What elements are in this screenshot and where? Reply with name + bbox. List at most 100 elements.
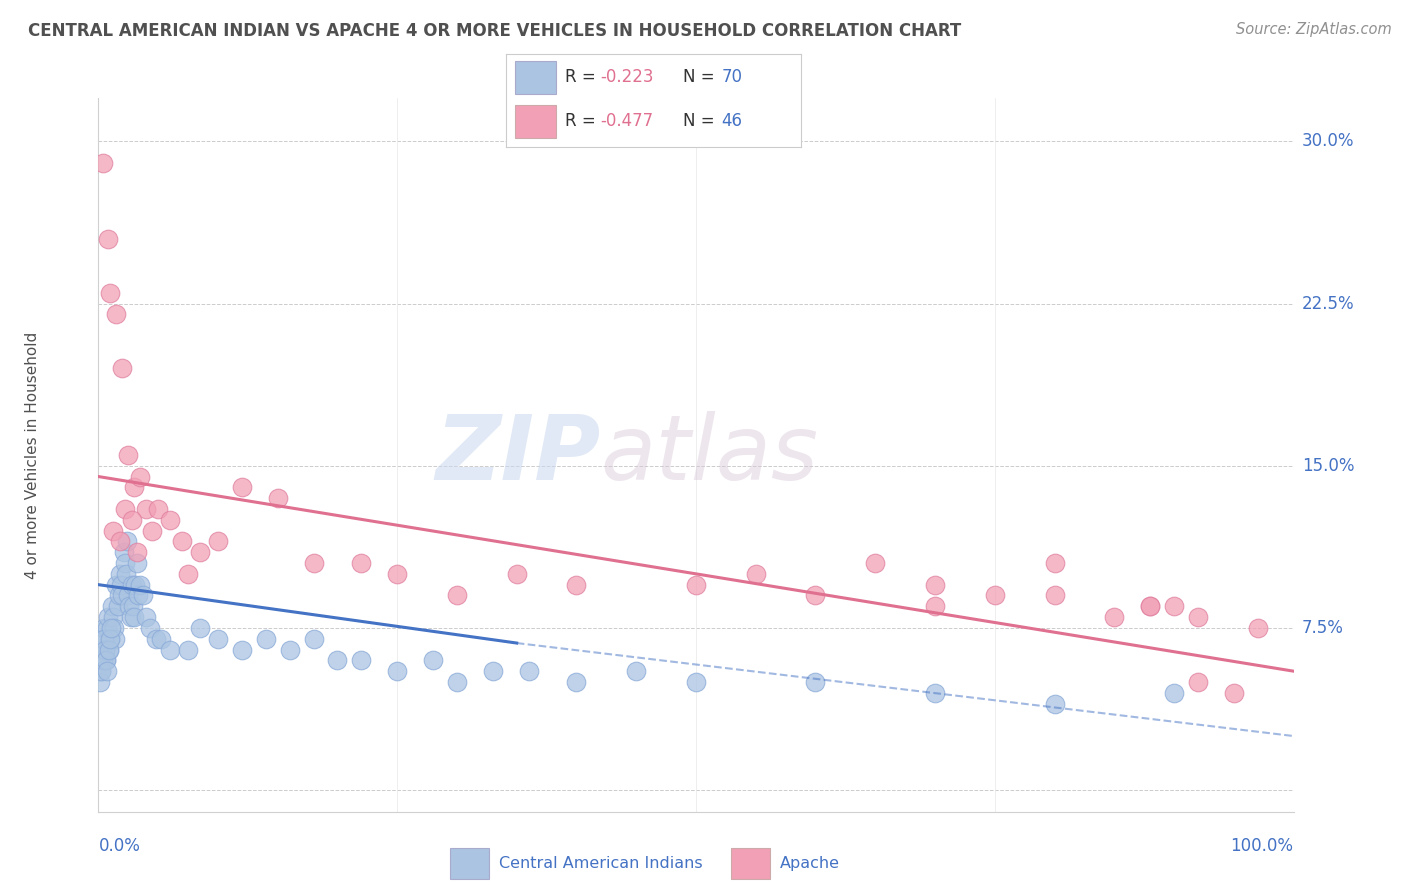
Point: [96, 664, 118, 678]
Point: [278, 642, 301, 657]
Point: [105, 577, 128, 591]
Point: [98, 642, 121, 657]
Point: [1163, 686, 1185, 700]
Point: [108, 566, 131, 581]
Point: [565, 577, 588, 591]
Point: [98, 632, 122, 646]
Text: Source: ZipAtlas.com: Source: ZipAtlas.com: [1236, 22, 1392, 37]
Point: [93, 632, 115, 646]
Point: [125, 556, 148, 570]
Point: [127, 589, 149, 603]
Point: [481, 664, 505, 678]
Point: [121, 577, 143, 591]
Point: [804, 589, 827, 603]
Point: [104, 632, 127, 646]
Point: [924, 686, 946, 700]
Point: [89, 675, 111, 690]
Point: [350, 653, 373, 667]
Point: [124, 480, 146, 494]
Point: [129, 469, 152, 483]
Point: [100, 621, 122, 635]
Point: [107, 589, 129, 603]
Point: [207, 534, 229, 549]
Point: [1102, 610, 1125, 624]
Point: [506, 566, 529, 581]
Point: [135, 610, 157, 624]
Point: [111, 361, 134, 376]
Point: [863, 556, 886, 570]
Text: 46: 46: [721, 112, 742, 130]
Point: [124, 610, 146, 624]
Point: [1163, 599, 1185, 614]
Point: [97, 642, 120, 657]
Point: [177, 566, 200, 581]
Text: ZIP: ZIP: [434, 411, 600, 499]
Point: [96, 621, 118, 635]
Text: -0.223: -0.223: [600, 68, 654, 86]
Point: [422, 653, 444, 667]
Point: [172, 534, 194, 549]
Point: [112, 545, 135, 559]
Point: [91, 642, 114, 657]
Point: [129, 577, 152, 591]
Point: [93, 621, 115, 635]
Point: [101, 524, 124, 538]
Point: [231, 642, 253, 657]
Point: [98, 632, 121, 646]
Point: [97, 610, 120, 624]
Point: [96, 653, 118, 667]
Text: 100.0%: 100.0%: [1230, 837, 1294, 855]
Point: [115, 566, 138, 581]
Text: 0.0%: 0.0%: [98, 837, 141, 855]
Point: [114, 502, 136, 516]
Point: [94, 653, 117, 667]
Text: Apache: Apache: [780, 856, 841, 871]
Point: [254, 632, 277, 646]
Point: [207, 632, 229, 646]
Point: [565, 675, 588, 690]
Point: [1139, 599, 1161, 614]
Text: -0.477: -0.477: [600, 112, 654, 130]
Point: [1043, 697, 1066, 711]
Point: [105, 307, 128, 321]
Point: [326, 653, 349, 667]
Text: CENTRAL AMERICAN INDIAN VS APACHE 4 OR MORE VEHICLES IN HOUSEHOLD CORRELATION CH: CENTRAL AMERICAN INDIAN VS APACHE 4 OR M…: [28, 22, 962, 40]
Point: [1246, 621, 1268, 635]
Point: [139, 621, 162, 635]
Bar: [515, 105, 557, 138]
Point: [94, 642, 117, 657]
Point: [350, 556, 373, 570]
Point: [91, 653, 114, 667]
Point: [131, 589, 153, 603]
Point: [1139, 599, 1161, 614]
Point: [108, 534, 131, 549]
Point: [1043, 556, 1066, 570]
Text: 7.5%: 7.5%: [1302, 619, 1344, 637]
Text: N =: N =: [683, 68, 720, 86]
Point: [103, 621, 125, 635]
Point: [624, 664, 647, 678]
Point: [124, 577, 146, 591]
Point: [302, 556, 325, 570]
Point: [924, 599, 946, 614]
Point: [97, 232, 120, 246]
Point: [231, 480, 253, 494]
Text: Central American Indians: Central American Indians: [499, 856, 703, 871]
Point: [159, 642, 181, 657]
Point: [114, 556, 136, 570]
Point: [90, 664, 112, 678]
Point: [141, 524, 163, 538]
Point: [1222, 686, 1246, 700]
Point: [1043, 589, 1066, 603]
Point: [91, 632, 114, 646]
Point: [385, 566, 409, 581]
Point: [110, 577, 132, 591]
Point: [924, 577, 946, 591]
Text: N =: N =: [683, 112, 720, 130]
Point: [90, 664, 112, 678]
Point: [149, 632, 172, 646]
Point: [117, 448, 139, 462]
Point: [385, 664, 409, 678]
Text: R =: R =: [565, 68, 602, 86]
Point: [745, 566, 768, 581]
